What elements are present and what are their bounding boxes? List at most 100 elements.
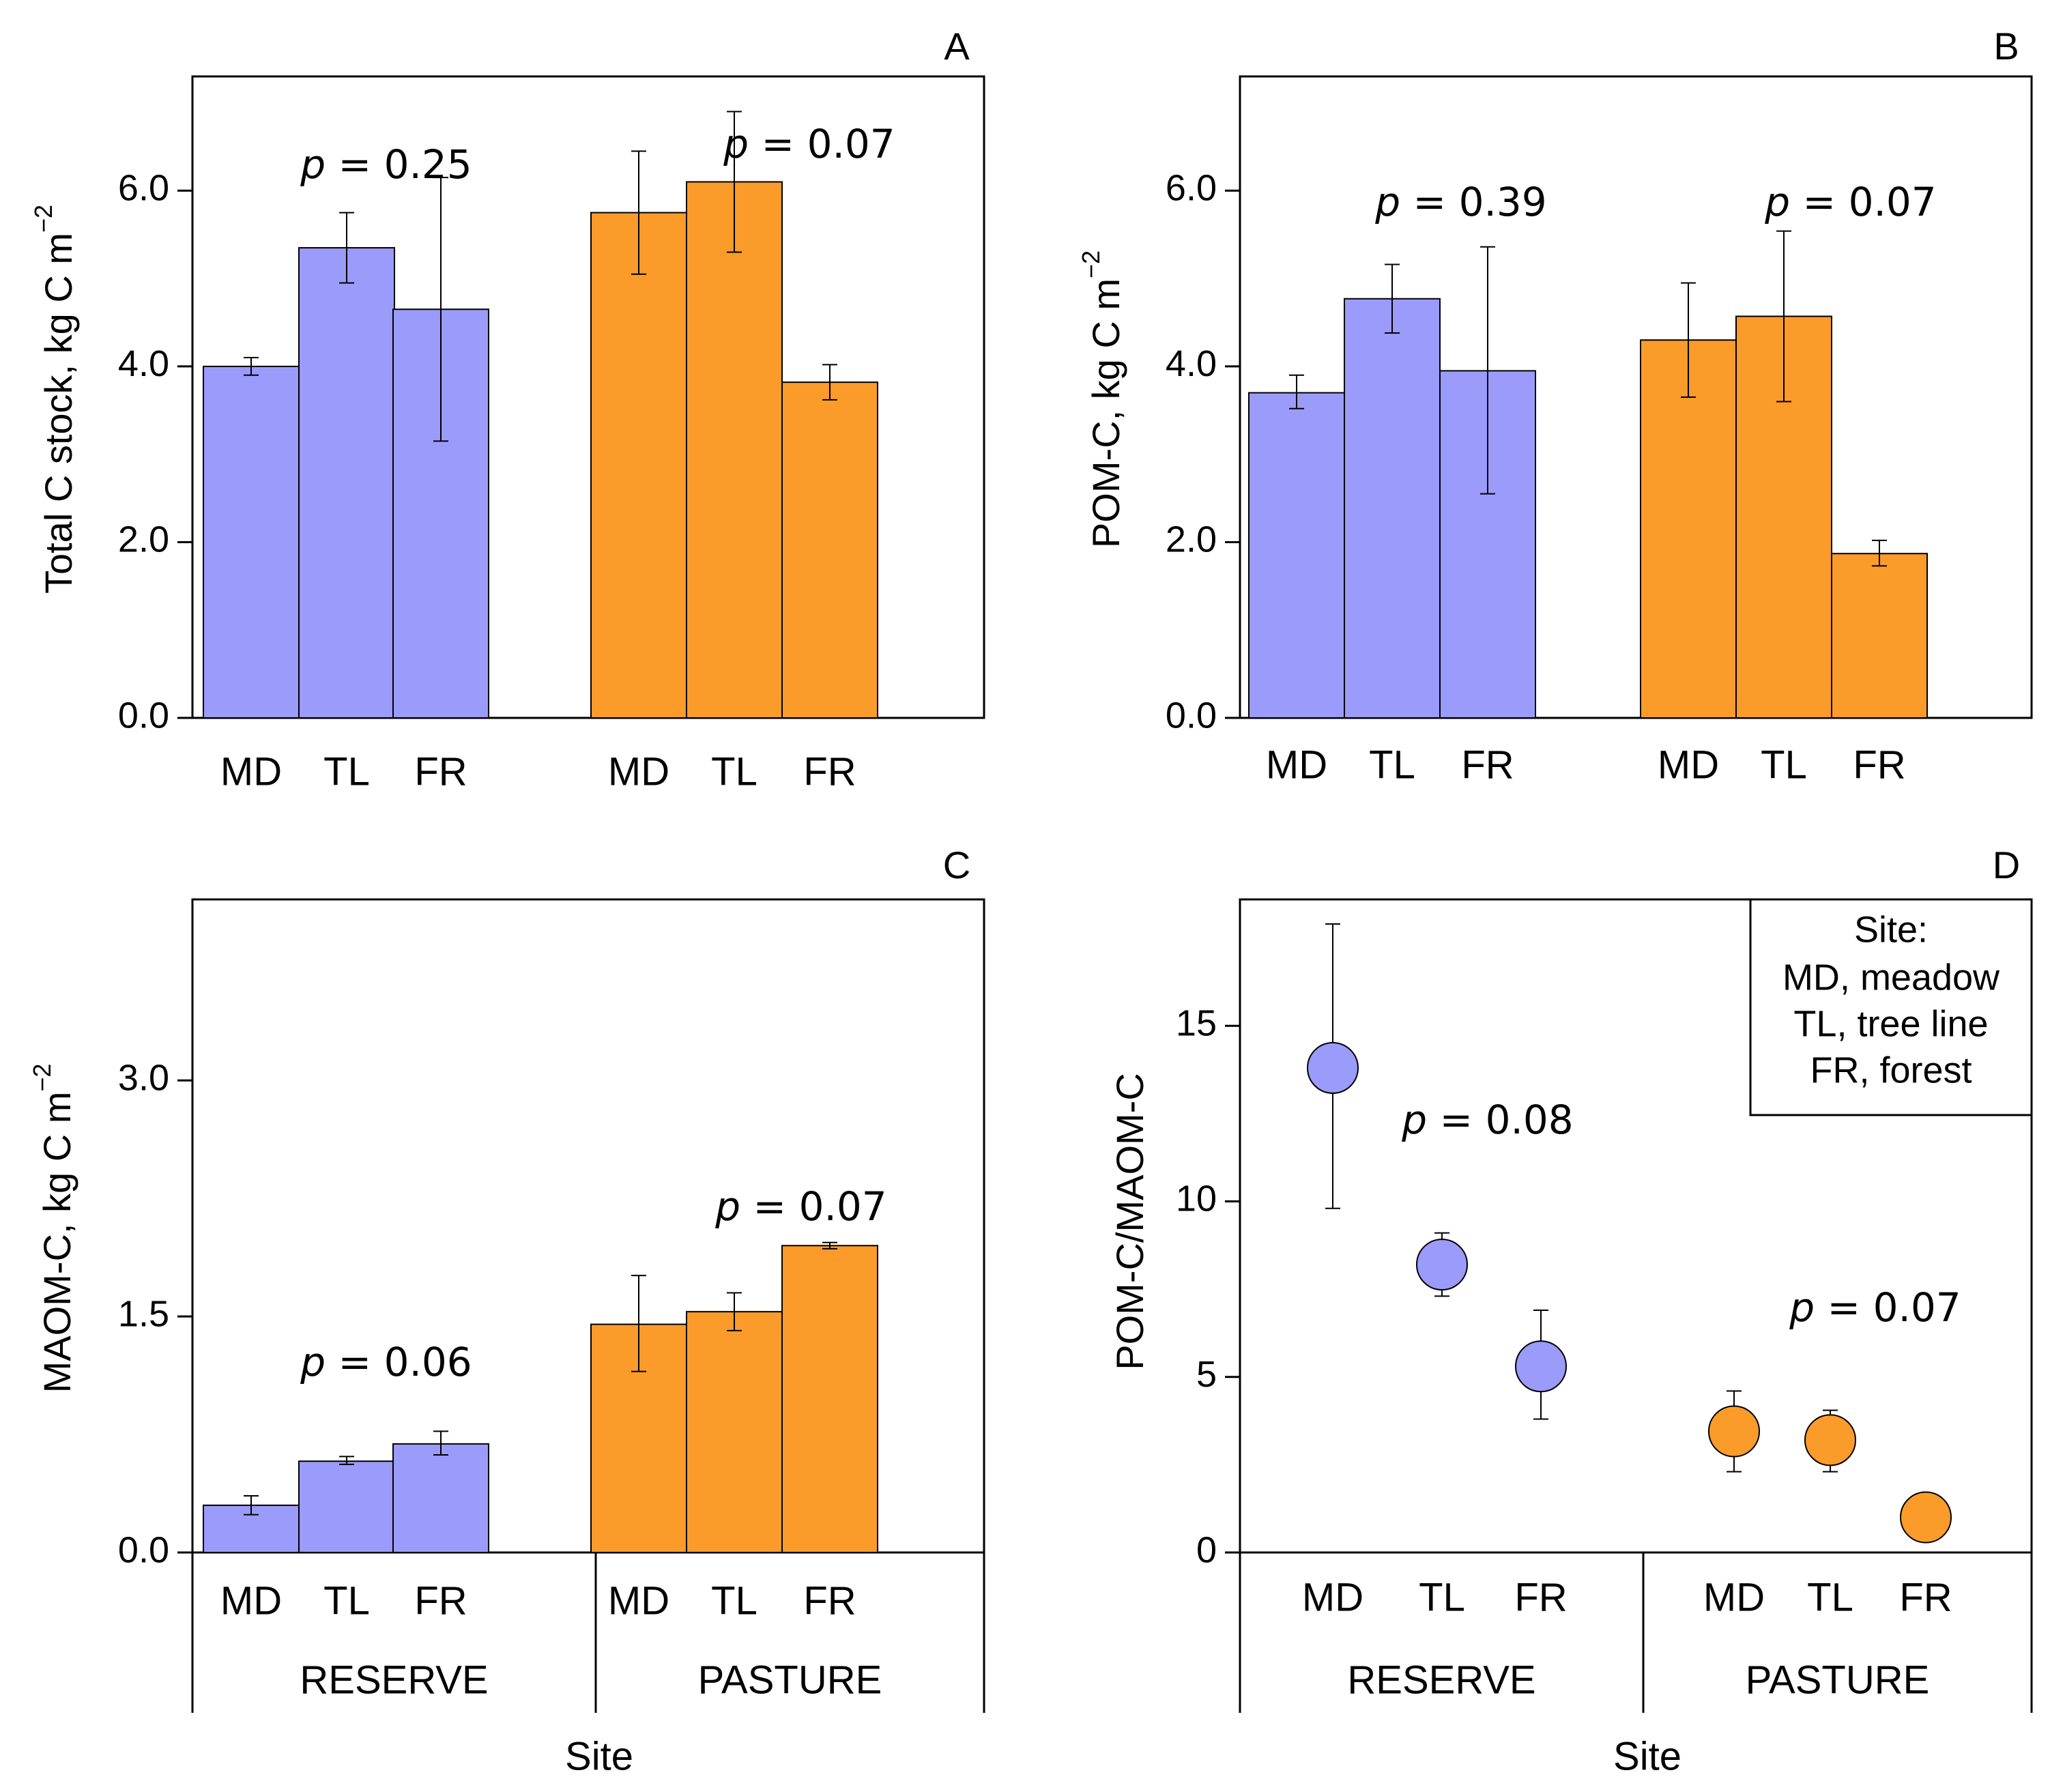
error-bar-pasture-fr	[1872, 539, 1887, 567]
category-label: FR	[414, 1578, 467, 1623]
p-value-annotation: p = 0.07	[723, 121, 895, 167]
panel-b: B 0.0 2.0 4.0 6.0 POM-C, kg C m−2 MD TL FR p = 0.…	[1077, 25, 2033, 787]
error-bar-pasture-tl	[727, 111, 742, 253]
panel-a: A 0.0 2.0 4.0 6.0 Total C stock, kg C m−2 MD TL…	[29, 25, 985, 794]
error-bar-reserve-fr	[433, 1430, 448, 1456]
category-label: MD	[1703, 1575, 1765, 1619]
error-bar-reserve-fr	[1480, 246, 1495, 495]
category-label: MD	[220, 1578, 282, 1623]
p-value-annotation: p = 0.39	[1374, 179, 1546, 225]
error-bar-pasture-tl	[1776, 230, 1791, 403]
y-tick-label: 4.0	[1166, 343, 1217, 384]
category-label: TL	[1369, 742, 1415, 787]
group-label-pasture: PASTURE	[1746, 1658, 1930, 1702]
y-axis-label: POM-C, kg C m−2	[1077, 250, 1127, 548]
p-value-annotation: p = 0.07	[1789, 1284, 1961, 1331]
legend-entry: MD, meadow	[1782, 957, 2000, 998]
point-pasture-md	[1708, 1405, 1760, 1458]
panel-label: A	[944, 25, 970, 68]
bar-pasture-fr	[1831, 553, 1928, 719]
error-bar-reserve-md	[244, 1494, 259, 1516]
plot-frame	[1239, 898, 2033, 1554]
plot-frame	[191, 898, 985, 1554]
bar-reserve-md	[1248, 392, 1345, 719]
p-symbol: p	[714, 1183, 740, 1230]
y-tick-label: 3.0	[118, 1057, 169, 1098]
error-bar-pasture-md	[631, 150, 646, 275]
category-label: MD	[220, 749, 282, 794]
y-tick-label: 4.0	[118, 343, 169, 384]
point-reserve-fr	[1515, 1340, 1567, 1393]
category-label: FR	[414, 749, 467, 794]
p-symbol: p	[300, 141, 326, 188]
bar-reserve-tl	[298, 1460, 395, 1553]
point-pasture-fr	[1900, 1491, 1952, 1544]
y-tick-label: 0.0	[118, 1529, 169, 1570]
error-bar-pasture-md	[1681, 282, 1696, 398]
p-value-annotation: p = 0.08	[1401, 1097, 1573, 1143]
bar-reserve-fr	[392, 1443, 489, 1553]
category-label: FR	[1899, 1575, 1952, 1619]
y-axis-label: Total C stock, kg C m−2	[29, 205, 80, 594]
y-tick-label: 1.5	[118, 1293, 169, 1334]
p-value-text: = 0.07	[749, 121, 895, 167]
error-bar-reserve-md	[244, 357, 259, 376]
error-bar-reserve-fr	[433, 177, 448, 442]
panel-label: C	[943, 843, 970, 886]
category-label: TL	[323, 749, 370, 794]
y-tick-label: 2.0	[118, 519, 169, 560]
p-value-annotation: p = 0.06	[300, 1339, 472, 1385]
y-tick-label: 2.0	[1166, 519, 1217, 560]
p-value-annotation: p = 0.07	[714, 1183, 886, 1230]
bar-pasture-tl	[686, 181, 783, 719]
panel-label: D	[1993, 843, 2020, 886]
category-label: MD	[1266, 742, 1327, 787]
y-tick-label: 10	[1176, 1179, 1217, 1219]
category-label: TL	[711, 749, 757, 794]
error-bar-reserve-md	[1289, 374, 1304, 409]
category-label: MD	[1658, 742, 1719, 787]
category-label: FR	[1514, 1575, 1567, 1619]
error-bar-reserve-tl	[339, 1456, 354, 1465]
bar-reserve-tl	[298, 247, 395, 719]
p-symbol: p	[1764, 179, 1790, 225]
y-tick-label: 0	[1196, 1529, 1217, 1570]
legend-entry: TL, tree line	[1793, 1003, 1988, 1044]
y-axis-label-main: POM-C/MAOM-C	[1108, 1073, 1151, 1370]
x-axis-label: Site	[1613, 1734, 1681, 1778]
error-bar-pasture-tl	[727, 1292, 742, 1331]
p-symbol: p	[723, 121, 749, 167]
p-value-text: = 0.07	[1815, 1284, 1961, 1331]
p-value-text: = 0.07	[1790, 179, 1937, 225]
p-value-text: = 0.07	[740, 1183, 887, 1230]
error-bar-reserve-tl	[1385, 263, 1400, 334]
bar-pasture-tl	[686, 1311, 783, 1554]
p-value-text: = 0.06	[326, 1339, 472, 1385]
p-value-text: = 0.25	[326, 141, 472, 188]
panel-d: D 0 5 10 15 POM-C/MAOM-C MD TL FR p = 0.08 MD TL FR p…	[1108, 843, 2033, 1778]
p-symbol: p	[1789, 1284, 1815, 1331]
bar-reserve-tl	[1344, 298, 1441, 719]
legend-box	[1749, 898, 2033, 1116]
category-label: TL	[711, 1578, 757, 1623]
legend-title: Site:	[1854, 909, 1928, 950]
y-tick-label: 6.0	[1166, 168, 1217, 209]
category-label: TL	[323, 1578, 370, 1623]
point-pasture-tl	[1804, 1414, 1856, 1466]
group-label-reserve: RESERVE	[300, 1658, 488, 1702]
group-label-reserve: RESERVE	[1347, 1658, 1535, 1702]
panel-c: C 0.0 1.5 3.0 MAOM-C, kg C m−2 MD TL FR p = 0.06…	[28, 843, 985, 1778]
y-tick-label: 5	[1196, 1354, 1217, 1395]
plot-frame	[191, 75, 985, 719]
error-bar-pasture-fr	[822, 1241, 837, 1249]
p-symbol: p	[300, 1339, 326, 1385]
category-label: FR	[1853, 742, 1905, 787]
category-label: TL	[1761, 742, 1807, 787]
y-axis-label-superscript: −2	[28, 1064, 56, 1092]
category-label: FR	[803, 1578, 856, 1623]
y-axis-label-superscript: −2	[1077, 250, 1105, 278]
category-label: FR	[803, 749, 856, 794]
p-symbol: p	[1401, 1097, 1427, 1143]
error-bar-pasture-md	[631, 1275, 646, 1372]
